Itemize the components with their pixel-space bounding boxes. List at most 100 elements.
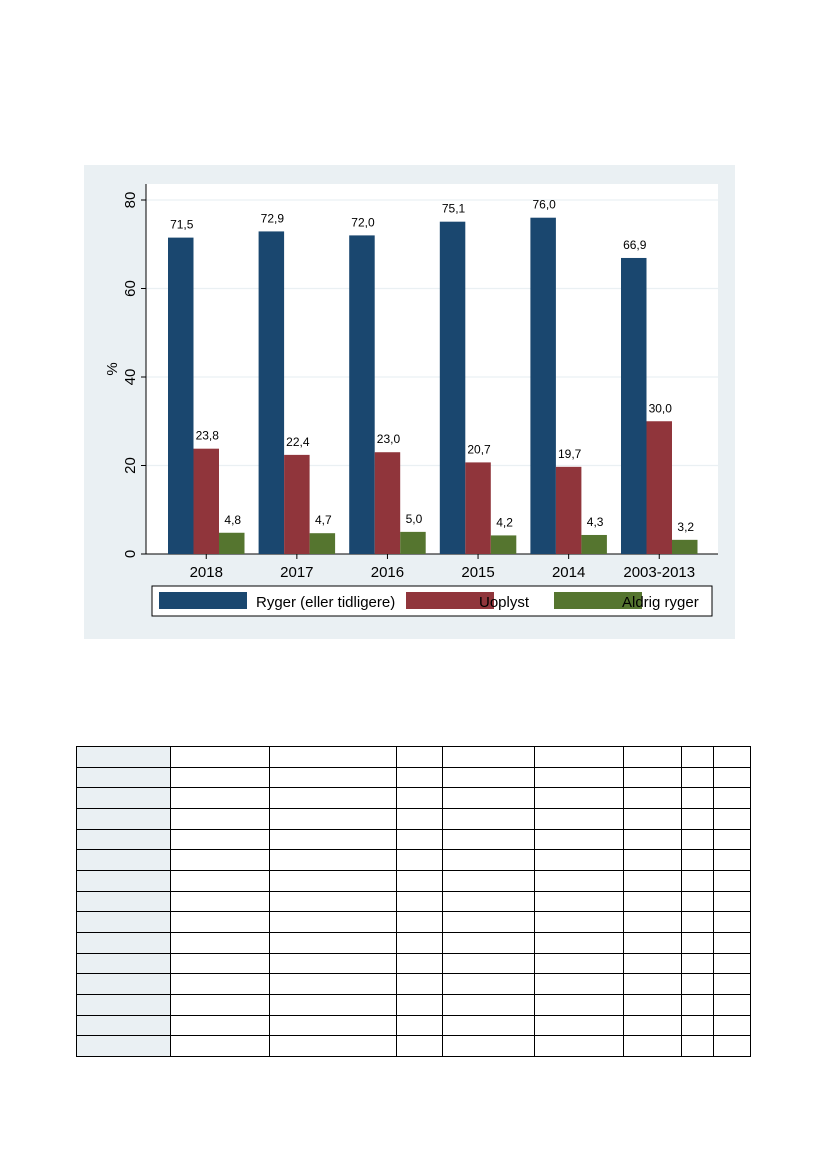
table-cell xyxy=(713,993,751,1016)
empty-data-table xyxy=(76,746,751,1057)
table-cell xyxy=(396,911,443,933)
table-row xyxy=(76,952,751,975)
data-label-2014-Uoplyst: 19,7 xyxy=(558,447,582,461)
chart-panel: 0 20 40 60 80% 71,5 23,8 4,8 2018 72,9 22,4 4,7 2017… xyxy=(84,165,735,639)
table-cell xyxy=(442,1035,535,1057)
table-cell xyxy=(396,869,443,892)
table-cell xyxy=(170,911,270,933)
table-cell xyxy=(623,931,682,954)
table-cell xyxy=(269,952,397,975)
table-cell xyxy=(396,890,443,913)
table-cell xyxy=(681,807,714,830)
data-label-2003-2013-Uoplyst: 30,0 xyxy=(649,401,673,415)
y-tick-label-60: 60 xyxy=(122,280,139,297)
table-cell xyxy=(681,1014,714,1037)
data-label-2016-Aldrig ryger: 5,0 xyxy=(406,512,423,526)
table-cell xyxy=(534,993,624,1016)
table-cell xyxy=(76,766,171,789)
x-tick-label-2003-2013: 2003-2013 xyxy=(623,564,695,581)
table-cell xyxy=(269,890,397,913)
table-cell xyxy=(76,849,171,871)
table-cell xyxy=(442,952,535,975)
table-cell xyxy=(442,911,535,933)
bar-chart: 0 20 40 60 80% 71,5 23,8 4,8 2018 72,9 22,4 4,7 2017… xyxy=(104,184,718,617)
table-cell xyxy=(713,807,751,830)
table-cell xyxy=(76,869,171,892)
legend-label-Aldrig ryger: Aldrig ryger xyxy=(622,594,699,611)
table-cell xyxy=(170,828,270,851)
table-cell xyxy=(442,890,535,913)
table-cell xyxy=(623,869,682,892)
table-cell xyxy=(534,890,624,913)
table-cell xyxy=(269,1014,397,1037)
table-cell xyxy=(534,746,624,768)
table-cell xyxy=(534,766,624,789)
table-cell xyxy=(623,911,682,933)
table-cell xyxy=(76,993,171,1016)
table-cell xyxy=(623,952,682,975)
table-cell xyxy=(681,787,714,809)
table-row xyxy=(76,787,751,809)
bar-2003-2013-Aldrig ryger xyxy=(672,539,698,554)
table-cell xyxy=(76,807,171,830)
table-cell xyxy=(170,1035,270,1057)
table-cell xyxy=(76,952,171,975)
table-cell xyxy=(76,911,171,933)
bar-2014-Uoplyst xyxy=(555,466,582,554)
table-cell xyxy=(623,890,682,913)
table-cell xyxy=(269,911,397,933)
table-cell xyxy=(623,1035,682,1057)
table-cell xyxy=(76,973,171,995)
table-cell xyxy=(681,849,714,871)
data-label-2003-2013-Aldrig ryger: 3,2 xyxy=(677,520,694,534)
table-cell xyxy=(396,766,443,789)
table-cell xyxy=(396,807,443,830)
data-label-2015-Aldrig ryger: 4,2 xyxy=(496,515,513,529)
table-cell xyxy=(76,890,171,913)
table-cell xyxy=(396,849,443,871)
bar-2018-Aldrig ryger xyxy=(219,532,245,554)
table-cell xyxy=(534,931,624,954)
table-cell xyxy=(623,766,682,789)
data-label-2018-Aldrig ryger: 4,8 xyxy=(224,513,241,527)
table-cell xyxy=(76,1035,171,1057)
table-cell xyxy=(534,1014,624,1037)
bar-2014-Ryger (eller tidligere) xyxy=(530,217,556,554)
bar-2018-Ryger (eller tidligere) xyxy=(168,237,194,555)
table-row xyxy=(76,1014,751,1037)
table-row xyxy=(76,911,751,933)
table-cell xyxy=(396,993,443,1016)
table-row xyxy=(76,766,751,789)
bar-2016-Uoplyst xyxy=(374,452,401,554)
table-cell xyxy=(269,869,397,892)
table-cell xyxy=(681,952,714,975)
table-cell xyxy=(623,973,682,995)
legend-swatch-Aldrig ryger xyxy=(554,592,642,609)
legend-swatch-Ryger (eller tidligere) xyxy=(159,592,247,609)
table-cell xyxy=(713,952,751,975)
table-cell xyxy=(534,973,624,995)
table-cell xyxy=(269,931,397,954)
table-cell xyxy=(396,828,443,851)
bar-2003-2013-Uoplyst xyxy=(646,421,672,554)
table-cell xyxy=(534,1035,624,1057)
table-cell xyxy=(170,973,270,995)
x-tick-label-2016: 2016 xyxy=(371,564,404,581)
table-cell xyxy=(269,993,397,1016)
table-cell xyxy=(534,869,624,892)
table-cell xyxy=(442,973,535,995)
table-cell xyxy=(713,787,751,809)
table-cell xyxy=(170,1014,270,1037)
table-cell xyxy=(681,973,714,995)
table-cell xyxy=(170,807,270,830)
table-cell xyxy=(713,911,751,933)
table-cell xyxy=(269,1035,397,1057)
table-cell xyxy=(623,1014,682,1037)
bar-2016-Aldrig ryger xyxy=(400,531,426,554)
data-label-2017-Uoplyst: 22,4 xyxy=(286,435,310,449)
bar-2015-Ryger (eller tidligere) xyxy=(439,221,466,554)
table-cell xyxy=(170,931,270,954)
bar-2003-2013-Ryger (eller tidligere) xyxy=(621,257,647,554)
table-cell xyxy=(534,828,624,851)
table-cell xyxy=(713,973,751,995)
